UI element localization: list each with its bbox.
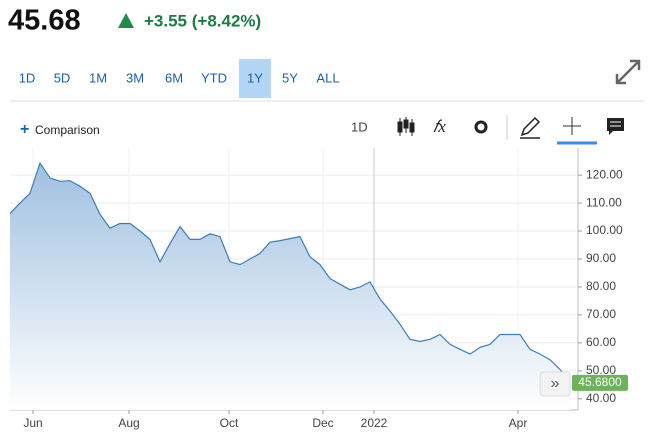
range-selected <box>239 59 271 98</box>
y-tick-label: 120.00 <box>586 167 623 181</box>
last-price-label: 45.6800 <box>578 375 622 389</box>
y-tick-label: 50.00 <box>586 363 616 377</box>
price: 45.68 <box>8 5 81 37</box>
x-tick-label: 2022 <box>361 416 388 430</box>
interval-button[interactable]: 1D <box>351 119 368 134</box>
y-tick-label: 110.00 <box>586 195 622 209</box>
comparison-button[interactable]: Comparison <box>35 123 100 137</box>
plus-icon[interactable]: + <box>20 121 29 138</box>
x-tick-label: Apr <box>509 416 528 430</box>
x-tick-label: Oct <box>220 416 239 430</box>
scroll-button[interactable]: » <box>539 371 571 397</box>
expand-icon[interactable] <box>615 59 641 85</box>
y-tick-label: 80.00 <box>586 279 616 293</box>
indicators-icon[interactable]: 𝑓x <box>433 117 446 136</box>
svg-text:»: » <box>551 375 560 392</box>
x-tick-label: Aug <box>118 416 139 430</box>
range-button[interactable]: 1M <box>89 70 107 85</box>
range-bar: 1D 5D 1M 3M 6M YTD 1Y 5Y ALL <box>19 59 340 98</box>
draw-icon[interactable] <box>520 116 541 139</box>
range-button[interactable]: 1Y <box>247 70 263 85</box>
area <box>10 163 570 410</box>
range-button[interactable]: ALL <box>316 70 339 85</box>
range-button[interactable]: 5Y <box>282 70 298 85</box>
range-button[interactable]: 3M <box>126 70 144 85</box>
plot: 40.00 50.00 60.00 70.00 80.00 90.00 100.00 110.… <box>9 148 628 430</box>
price-change: +3.55 (+8.42%) <box>144 11 261 30</box>
candles-icon[interactable] <box>397 117 415 136</box>
last-price-tag <box>572 374 628 391</box>
y-tick-label: 70.00 <box>586 307 616 321</box>
y-tick-label: 60.00 <box>586 335 616 349</box>
x-tick-label: Dec <box>312 416 333 430</box>
price-line <box>9 161 571 384</box>
y-tick-label: 40.00 <box>586 391 616 405</box>
range-button[interactable]: 6M <box>165 70 183 85</box>
range-button[interactable]: 1D <box>19 70 36 85</box>
y-tick-label: 90.00 <box>586 251 616 265</box>
settings-icon[interactable] <box>474 120 488 134</box>
y-tick-label: 100.00 <box>586 223 623 237</box>
range-button[interactable]: 5D <box>54 70 71 85</box>
crosshair-icon[interactable] <box>563 117 581 135</box>
up-arrow <box>118 13 134 28</box>
comment-icon[interactable] <box>607 118 624 135</box>
x-tick-label: Jun <box>23 416 42 430</box>
range-button[interactable]: YTD <box>201 70 227 85</box>
